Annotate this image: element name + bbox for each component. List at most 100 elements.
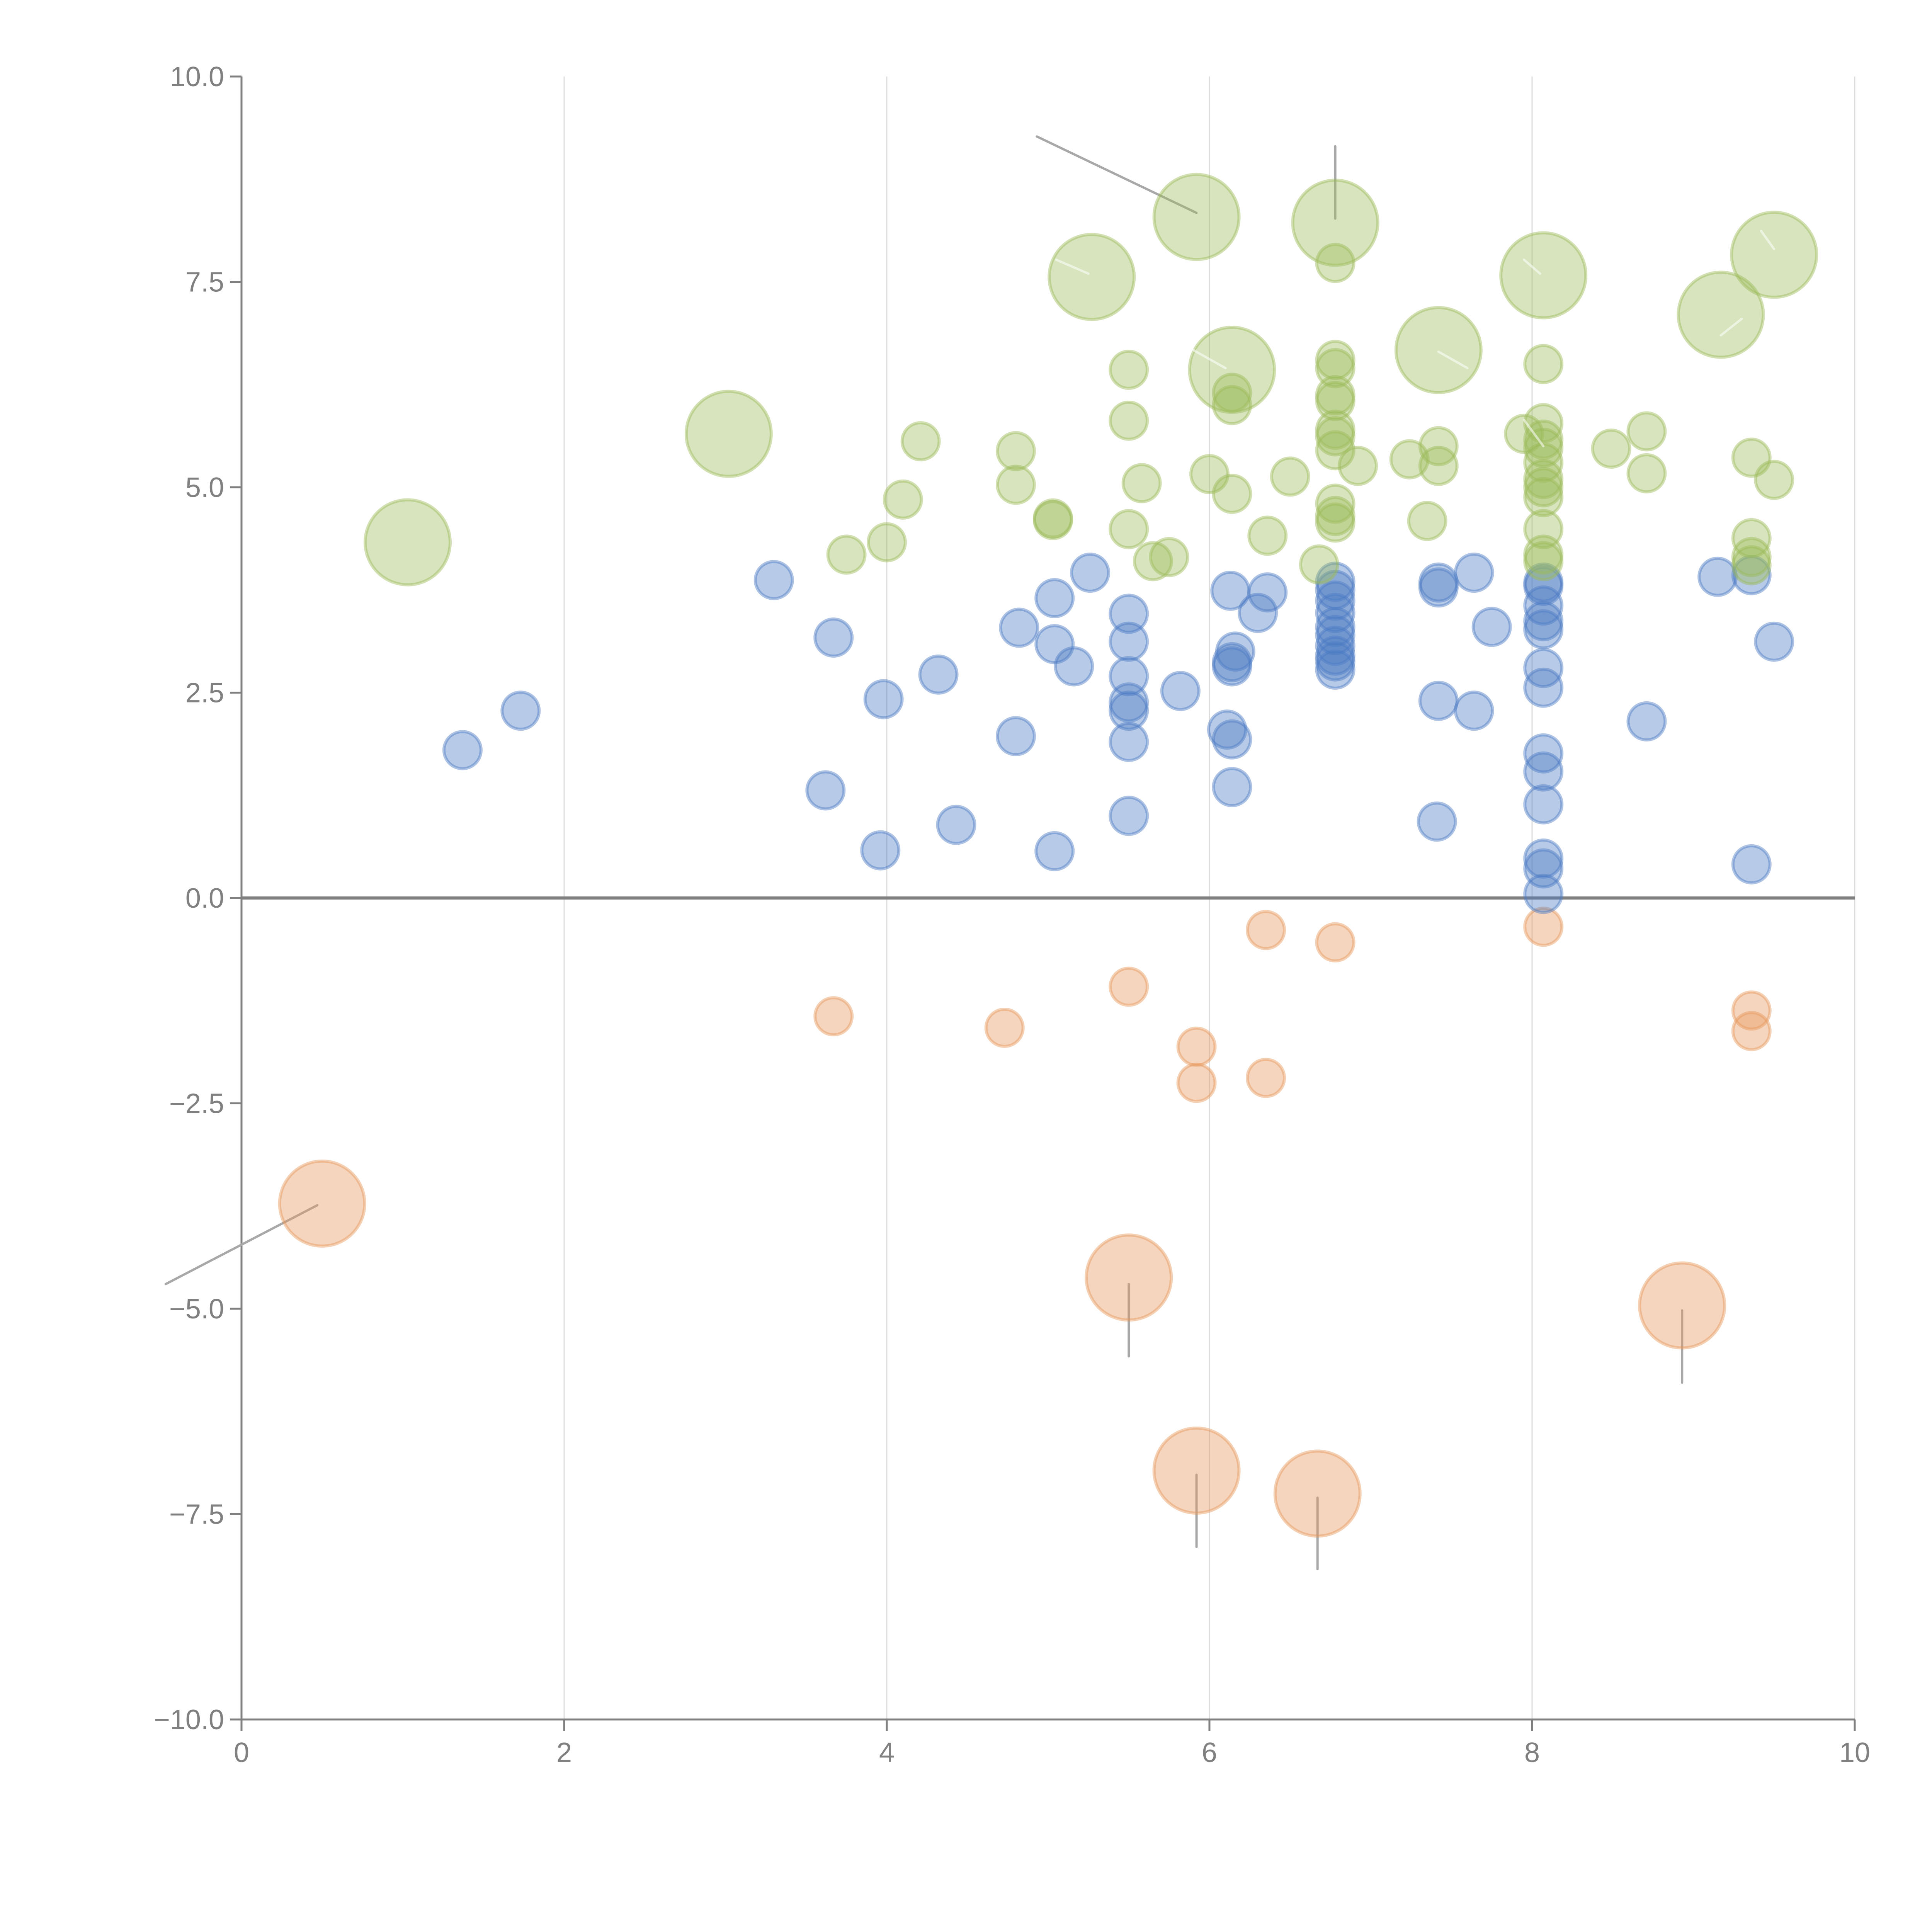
data-point-blue — [936, 804, 976, 845]
data-point-green — [1523, 477, 1564, 517]
data-point-blue — [1418, 567, 1459, 608]
data-point-green — [996, 464, 1036, 505]
data-point-green — [1523, 467, 1564, 507]
data-point-green — [1212, 474, 1252, 514]
data-point-green — [1731, 518, 1772, 558]
data-point-green — [867, 522, 907, 563]
data-point-blue — [1315, 580, 1355, 621]
data-point-orange — [1085, 1233, 1173, 1322]
data-point-orange — [1315, 922, 1355, 963]
data-point-green — [1315, 375, 1355, 415]
data-point-blue — [1697, 556, 1738, 597]
data-point-orange — [1109, 966, 1149, 1007]
data-point-blue — [1160, 671, 1201, 711]
data-point-orange — [1638, 1261, 1726, 1350]
data-point-blue — [1315, 615, 1355, 655]
data-point-green — [1418, 446, 1459, 486]
data-point-blue — [863, 679, 904, 719]
data-point-orange — [984, 1007, 1025, 1048]
annotation-leader-line — [1055, 259, 1090, 275]
x-tick-label: 8 — [1524, 1737, 1540, 1768]
data-point-blue — [1731, 555, 1772, 595]
data-point-green — [1731, 545, 1772, 585]
annotation-leaders — [164, 135, 1684, 1570]
data-point-blue — [1523, 751, 1564, 792]
data-point-green — [1677, 270, 1765, 359]
data-point-green — [1626, 453, 1667, 493]
data-point-green — [1315, 381, 1355, 421]
data-point-green — [900, 421, 941, 461]
x-tick-label: 0 — [234, 1737, 249, 1768]
data-point-orange — [278, 1159, 366, 1248]
annotation-leader-line — [1036, 135, 1198, 214]
data-point-blue — [1523, 562, 1564, 603]
data-point-orange — [1246, 910, 1286, 950]
data-point-blue — [1523, 585, 1564, 626]
data-point-green — [1315, 430, 1355, 471]
data-point-green — [1033, 500, 1073, 541]
data-point-green — [1315, 243, 1355, 283]
data-point-blue — [996, 716, 1036, 757]
data-point-blue — [1315, 570, 1355, 610]
y-tick-label: −5.0 — [169, 1294, 224, 1325]
data-point-green — [1523, 344, 1564, 384]
data-point-green — [1291, 179, 1379, 267]
data-point-blue — [1109, 690, 1149, 731]
y-tick-label: −2.5 — [169, 1088, 224, 1119]
data-point-green — [1730, 211, 1818, 299]
data-point-blue — [1315, 635, 1355, 676]
y-tick-label: 7.5 — [185, 267, 224, 298]
data-point-blue — [1523, 838, 1564, 879]
data-point-orange — [1246, 1058, 1286, 1098]
data-point-blue — [1238, 593, 1278, 633]
data-point-blue — [1454, 553, 1494, 593]
data-point-green — [1048, 233, 1136, 321]
data-point-green — [1389, 439, 1430, 480]
data-point-blue — [805, 770, 846, 811]
data-point-green — [1591, 429, 1631, 469]
y-tick-label: −7.5 — [169, 1499, 224, 1530]
data-point-blue — [1523, 784, 1564, 825]
data-point-green — [684, 389, 773, 478]
data-point-blue — [1054, 646, 1094, 687]
data-point-green — [1523, 419, 1564, 460]
data-point-green — [1626, 411, 1667, 452]
data-point-orange — [1176, 1063, 1217, 1103]
data-point-green — [1315, 483, 1355, 524]
data-point-blue — [1034, 831, 1075, 871]
data-point-blue — [1210, 570, 1251, 611]
data-point-green — [1133, 541, 1173, 582]
data-point-green — [1299, 544, 1339, 585]
data-point-green — [1149, 537, 1189, 577]
data-point-green — [1109, 349, 1149, 390]
data-point-blue — [1754, 621, 1794, 662]
data-point-blue — [1109, 722, 1149, 762]
data-point-orange — [1731, 990, 1772, 1031]
data-point-orange — [1523, 906, 1564, 947]
x-tick-label: 6 — [1202, 1737, 1217, 1768]
data-point-blue — [753, 560, 794, 600]
data-point-blue — [1315, 641, 1355, 682]
data-points — [278, 173, 1818, 1538]
data-point-green — [1418, 426, 1459, 466]
data-point-green — [1523, 534, 1564, 575]
data-point-green — [1499, 231, 1588, 320]
data-point-blue — [1523, 667, 1564, 708]
data-point-blue — [1523, 874, 1564, 914]
data-point-green — [1731, 537, 1772, 577]
data-point-blue — [1523, 609, 1564, 650]
data-point-green — [1523, 442, 1564, 483]
data-point-green — [1315, 410, 1355, 450]
data-point-green — [1394, 306, 1483, 394]
data-point-blue — [1418, 562, 1459, 603]
annotation-leader-line — [1523, 259, 1541, 275]
data-point-green — [1407, 501, 1447, 541]
data-point-green — [883, 479, 923, 520]
x-axis-ticks: 0 2 4 6 8 10 — [234, 1719, 1870, 1768]
data-point-blue — [1523, 648, 1564, 688]
data-point-blue — [1109, 656, 1149, 696]
y-axis-ticks: 10.0 7.5 5.0 2.5 0.0 −2.5 −5.0 −7.5 −10.0 — [154, 61, 242, 1735]
data-point-blue — [999, 607, 1039, 648]
data-point-green — [1315, 502, 1355, 543]
data-point-blue — [1417, 801, 1457, 842]
